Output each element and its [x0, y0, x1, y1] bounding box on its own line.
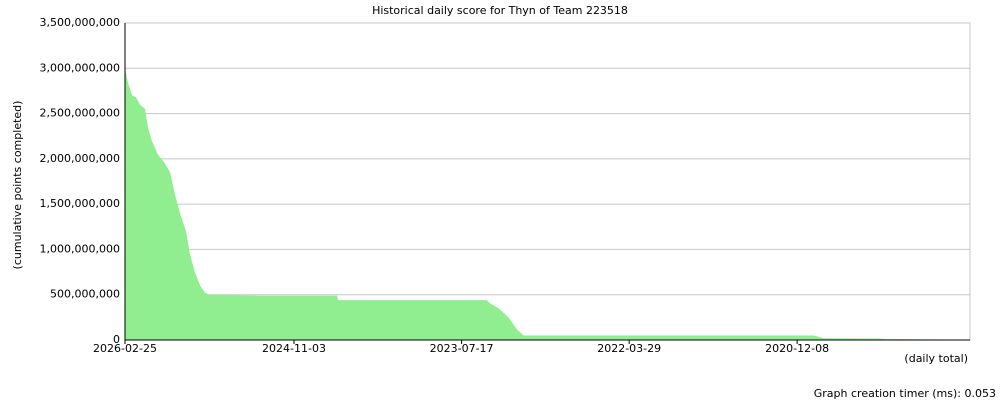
- y-tick-label: 1,000,000,000: [40, 242, 120, 255]
- y-tick-label: 500,000,000: [50, 288, 120, 301]
- x-axis-label: (daily total): [904, 352, 968, 365]
- y-tick-label: 0: [113, 333, 120, 346]
- y-tick-label: 2,000,000,000: [40, 152, 120, 165]
- footer: Graph creation timer (ms): 0.053: [814, 387, 996, 400]
- y-tick-label: 1,500,000,000: [40, 197, 120, 210]
- x-tick-label: 2023-07-17: [430, 342, 494, 355]
- area: [125, 68, 942, 341]
- x-tick-label: 2020-12-08: [765, 342, 829, 355]
- chart-title: Historical daily score for Thyn of Team …: [372, 4, 628, 17]
- x-tick-label: 2026-02-25: [93, 342, 157, 355]
- plot-area: [124, 22, 971, 341]
- y-tick-label: 3,500,000,000: [40, 16, 120, 29]
- y-tick-label: 2,500,000,000: [40, 107, 120, 120]
- x-tick-label: 2024-11-03: [262, 342, 326, 355]
- x-tick-label: 2022-03-29: [597, 342, 661, 355]
- y-tick-label: 3,000,000,000: [40, 61, 120, 74]
- y-axis-label: (cumulative points completed): [11, 101, 24, 270]
